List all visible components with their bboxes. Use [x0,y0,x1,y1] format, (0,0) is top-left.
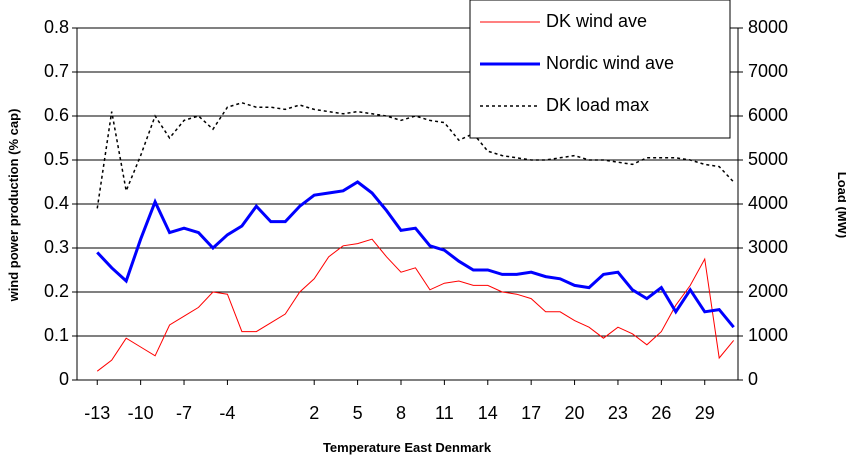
y-tick-label: 0.6 [44,105,69,125]
legend-label: Nordic wind ave [546,53,674,73]
x-tick-label: -7 [176,403,192,423]
y2-tick-label: 6000 [748,105,788,125]
y2-tick-label: 2000 [748,281,788,301]
x-tick-label: 5 [353,403,363,423]
series-line [96,102,735,209]
y2-axis-label: Load (MW) [835,172,846,238]
legend-label: DK wind ave [546,11,647,31]
x-tick-label: -13 [84,403,110,423]
x-tick-label: 26 [651,403,671,423]
x-axis-label: Temperature East Denmark [323,440,492,455]
x-tick-label: 29 [695,403,715,423]
series-line [96,180,735,329]
y-tick-label: 0.4 [44,193,69,213]
x-tick-label: 23 [608,403,628,423]
x-tick-label: 2 [309,403,319,423]
y2-tick-label: 0 [748,369,758,389]
y-tick-label: 0.5 [44,149,69,169]
x-tick-label: 17 [521,403,541,423]
x-tick-label: -10 [128,403,154,423]
x-tick-label: -4 [219,403,235,423]
y2-tick-label: 3000 [748,237,788,257]
y-tick-label: 0.1 [44,325,69,345]
x-tick-label: 14 [478,403,498,423]
x-tick-label: 20 [565,403,585,423]
y2-tick-label: 8000 [748,17,788,37]
y2-tick-label: 7000 [748,61,788,81]
y-tick-label: 0.3 [44,237,69,257]
x-tick-label: 11 [435,403,454,423]
y-tick-label: 0 [59,369,69,389]
y2-tick-label: 5000 [748,149,788,169]
series-line [96,238,735,372]
y2-tick-label: 1000 [748,325,788,345]
legend-box [469,0,731,139]
y-tick-label: 0.7 [44,61,69,81]
y-axis-label: wind power production (% cap) [6,109,21,303]
y-tick-label: 0.2 [44,281,69,301]
y-tick-label: 0.8 [44,17,69,37]
y2-tick-label: 4000 [748,193,788,213]
legend-label: DK load max [546,95,649,115]
x-tick-label: 8 [396,403,406,423]
